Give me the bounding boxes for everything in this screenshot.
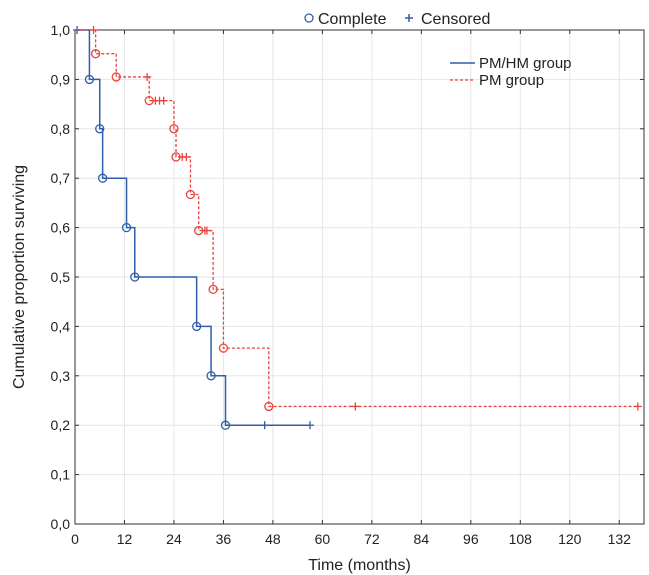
event-marker bbox=[84, 74, 95, 85]
legend-label-pm: PM group bbox=[479, 72, 544, 89]
event-marker bbox=[121, 222, 132, 233]
x-tick-label: 120 bbox=[558, 531, 582, 547]
event-marker bbox=[169, 124, 179, 134]
marker-legend-censored-label: Censored bbox=[421, 11, 490, 28]
x-axis-title: Time (months) bbox=[308, 557, 411, 574]
complete-marker-icon bbox=[304, 13, 314, 23]
censor-marker bbox=[633, 402, 642, 411]
y-tick-label: 0,9 bbox=[51, 71, 71, 87]
y-tick-labels: 0,0 0,1 0,2 0,3 0,4 0,5 0,6 0,7 0,8 0,9 1,0 bbox=[51, 22, 71, 532]
event-marker bbox=[206, 371, 216, 381]
series-legend: PM/HM group PM group bbox=[450, 55, 572, 89]
event-marker bbox=[208, 284, 218, 295]
legend-label-pm-hm: PM/HM group bbox=[479, 55, 572, 72]
censored-marker-icon bbox=[405, 14, 413, 22]
event-marker bbox=[130, 272, 140, 282]
x-tick-label: 0 bbox=[71, 531, 79, 547]
censor-marker bbox=[89, 26, 98, 34]
event-marker bbox=[264, 401, 274, 412]
y-tick-label: 0,4 bbox=[51, 318, 71, 334]
censor-marker bbox=[143, 72, 152, 81]
y-tick-label: 0,7 bbox=[51, 170, 71, 186]
event-marker bbox=[191, 321, 202, 332]
censor-marker bbox=[306, 421, 315, 430]
x-tick-label: 132 bbox=[608, 531, 632, 547]
series-line bbox=[75, 29, 638, 408]
event-marker bbox=[90, 49, 101, 59]
x-tick-label: 96 bbox=[463, 531, 479, 547]
x-tick-label: 108 bbox=[509, 531, 533, 547]
y-tick-label: 0,0 bbox=[51, 516, 71, 532]
marker-legend: Complete Censored bbox=[304, 11, 490, 28]
y-tick-label: 0,5 bbox=[51, 269, 71, 285]
censor-marker bbox=[202, 226, 211, 235]
event-marker bbox=[220, 420, 231, 430]
censor-marker bbox=[159, 96, 168, 105]
series-1 bbox=[75, 26, 642, 412]
x-tick-label: 24 bbox=[166, 531, 182, 547]
x-tick-label: 72 bbox=[364, 531, 380, 547]
series-layer bbox=[73, 26, 642, 430]
censor-marker bbox=[351, 402, 360, 411]
x-tick-label: 84 bbox=[414, 531, 430, 547]
y-tick-label: 0,6 bbox=[51, 220, 71, 236]
x-tick-label: 48 bbox=[265, 531, 281, 547]
y-axis-title: Cumulative proportion surviving bbox=[11, 165, 28, 389]
y-tick-label: 0,8 bbox=[51, 121, 71, 137]
x-tick-label: 12 bbox=[117, 531, 133, 547]
y-tick-label: 1,0 bbox=[51, 22, 71, 38]
axis-ticks bbox=[74, 29, 644, 525]
censor-marker bbox=[182, 152, 191, 161]
marker-legend-complete-label: Complete bbox=[318, 11, 387, 28]
event-marker bbox=[185, 189, 196, 200]
x-tick-labels: 0 12 24 36 48 60 72 84 96 108 120 132 bbox=[71, 531, 631, 547]
event-marker bbox=[95, 124, 105, 134]
x-tick-label: 36 bbox=[216, 531, 232, 547]
event-marker bbox=[97, 173, 108, 183]
event-marker bbox=[111, 72, 121, 82]
event-marker bbox=[218, 343, 229, 353]
y-tick-label: 0,3 bbox=[51, 368, 71, 384]
y-tick-label: 0,2 bbox=[51, 417, 71, 433]
censor-marker bbox=[260, 421, 269, 430]
x-tick-label: 60 bbox=[315, 531, 331, 547]
y-tick-label: 0,1 bbox=[51, 467, 71, 483]
